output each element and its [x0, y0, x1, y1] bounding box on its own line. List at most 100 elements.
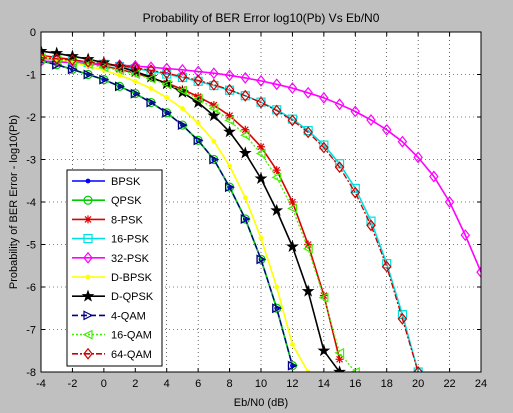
data-point-32-psk [224, 69, 235, 82]
legend-box [66, 169, 163, 367]
data-point-64-qam [319, 141, 329, 154]
legend: BPSK QPSK 8-PSK 16-PSK 32-PSK D-BPSK D-QPSK 4-Q… [66, 169, 163, 367]
legend-item-16-qam: 16-QAM [72, 330, 152, 342]
data-point-d-qpsk [254, 171, 268, 185]
data-point-32-psk [161, 62, 172, 75]
data-point-4-qam [146, 97, 157, 108]
data-point-d-qpsk [50, 46, 64, 59]
data-point-64-qam [130, 61, 141, 74]
data-point-32-psk [209, 67, 219, 80]
legend-label: D-BPSK [111, 272, 153, 284]
data-point-d-bpsk [148, 86, 154, 91]
y-tick-label: -5 [26, 240, 36, 252]
plot-frame [40, 31, 482, 373]
data-point-64-qam [271, 104, 282, 117]
data-point-d-bpsk [180, 106, 185, 111]
x-tick-label: 12 [286, 378, 298, 390]
data-point-16-qam [208, 103, 219, 114]
data-point-8-psk [335, 355, 344, 364]
series-16-qam [41, 53, 360, 372]
legend-label: 16-QAM [111, 330, 152, 342]
data-point-16-psk [319, 140, 329, 150]
legend-item-64-qam: 64-QAM [72, 347, 152, 361]
data-point-d-bpsk [258, 235, 264, 241]
legend-item-32-psk: 32-PSK [72, 251, 150, 265]
data-point-d-qpsk [301, 284, 315, 297]
series-line-16-qam [41, 57, 356, 372]
legend-item-d-qpsk: D-QPSK [72, 289, 154, 303]
data-point-16-psk [350, 183, 360, 193]
data-point-d-bpsk [195, 120, 201, 126]
x-tick-label: 2 [132, 378, 138, 390]
data-point-d-qpsk [223, 125, 236, 138]
data-point-32-psk [193, 65, 203, 78]
x-tick-label: 10 [255, 378, 267, 390]
data-point-32-psk [287, 82, 298, 95]
data-point-64-qam [41, 51, 46, 64]
chart-title: Probability of BER Error log10(Pb) Vs Eb… [143, 11, 380, 25]
series-line-4-qam [41, 60, 294, 366]
legend-item-16-psk: 16-PSK [72, 234, 150, 246]
legend-item-8-psk: 8-PSK [72, 214, 143, 226]
data-point-16-qam [224, 115, 235, 126]
data-point-64-qam [240, 89, 251, 102]
data-point-d-bpsk [164, 95, 170, 100]
data-point-32-psk [397, 135, 408, 148]
data-point-d-bpsk [211, 138, 217, 144]
data-point-16-psk [413, 367, 423, 372]
data-point-d-qpsk [286, 239, 299, 253]
x-tick-label: 24 [475, 378, 487, 390]
data-point-32-psk [240, 71, 251, 84]
data-point-16-qam [318, 292, 329, 303]
data-point-64-qam [303, 126, 313, 139]
x-tick-label: 8 [227, 378, 233, 390]
x-tick-label: 22 [443, 378, 455, 390]
data-point-4-qam [272, 303, 283, 314]
legend-item-bpsk: BPSK [72, 176, 141, 188]
data-point-8-psk [257, 142, 265, 151]
x-tick-label: 4 [164, 378, 170, 390]
data-point-4-qam [99, 74, 110, 85]
legend-label: D-QPSK [111, 291, 154, 303]
legend-item-qpsk: QPSK [72, 195, 142, 207]
series-line-64-qam [41, 56, 419, 372]
data-point-16-qam [161, 79, 172, 90]
legend-label: 8-PSK [111, 214, 143, 226]
data-point-32-psk [366, 114, 376, 126]
data-point-32-psk [381, 123, 392, 136]
data-point-4-qam [177, 120, 188, 131]
data-point-64-qam [413, 366, 423, 372]
data-point-64-qam [99, 57, 109, 70]
x-tick-label: 16 [349, 378, 361, 390]
legend-marker [81, 289, 95, 302]
data-point-16-qam [271, 172, 282, 183]
data-point-d-bpsk [132, 78, 138, 84]
x-tick-label: 18 [381, 378, 393, 390]
data-point-d-qpsk [270, 203, 284, 216]
legend-marker [83, 251, 93, 264]
data-point-16-qam [145, 73, 156, 84]
y-axis-title: Probability of BER Error - log10(Pb) [8, 115, 20, 289]
legend-label: QPSK [111, 195, 142, 207]
legend-label: 64-QAM [111, 349, 152, 361]
data-point-32-psk [319, 91, 329, 104]
data-point-32-psk [476, 266, 481, 279]
data-point-d-bpsk [242, 195, 248, 201]
data-point-4-qam [256, 254, 267, 265]
y-tick-label: -2 [26, 112, 36, 124]
legend-marker [83, 347, 93, 360]
data-point-8-psk [241, 125, 250, 134]
data-point-d-qpsk [41, 44, 48, 57]
data-point-16-qam [177, 85, 188, 96]
data-point-16-qam [114, 65, 125, 76]
data-point-4-qam [240, 214, 251, 224]
data-point-d-qpsk [81, 52, 95, 65]
x-tick-label: 14 [318, 378, 330, 390]
data-point-d-bpsk [117, 72, 122, 78]
data-point-32-psk [334, 98, 345, 111]
data-point-d-qpsk [238, 146, 252, 159]
series-layer [41, 44, 481, 372]
series-4-qam [41, 58, 298, 371]
data-point-d-qpsk [317, 344, 331, 357]
